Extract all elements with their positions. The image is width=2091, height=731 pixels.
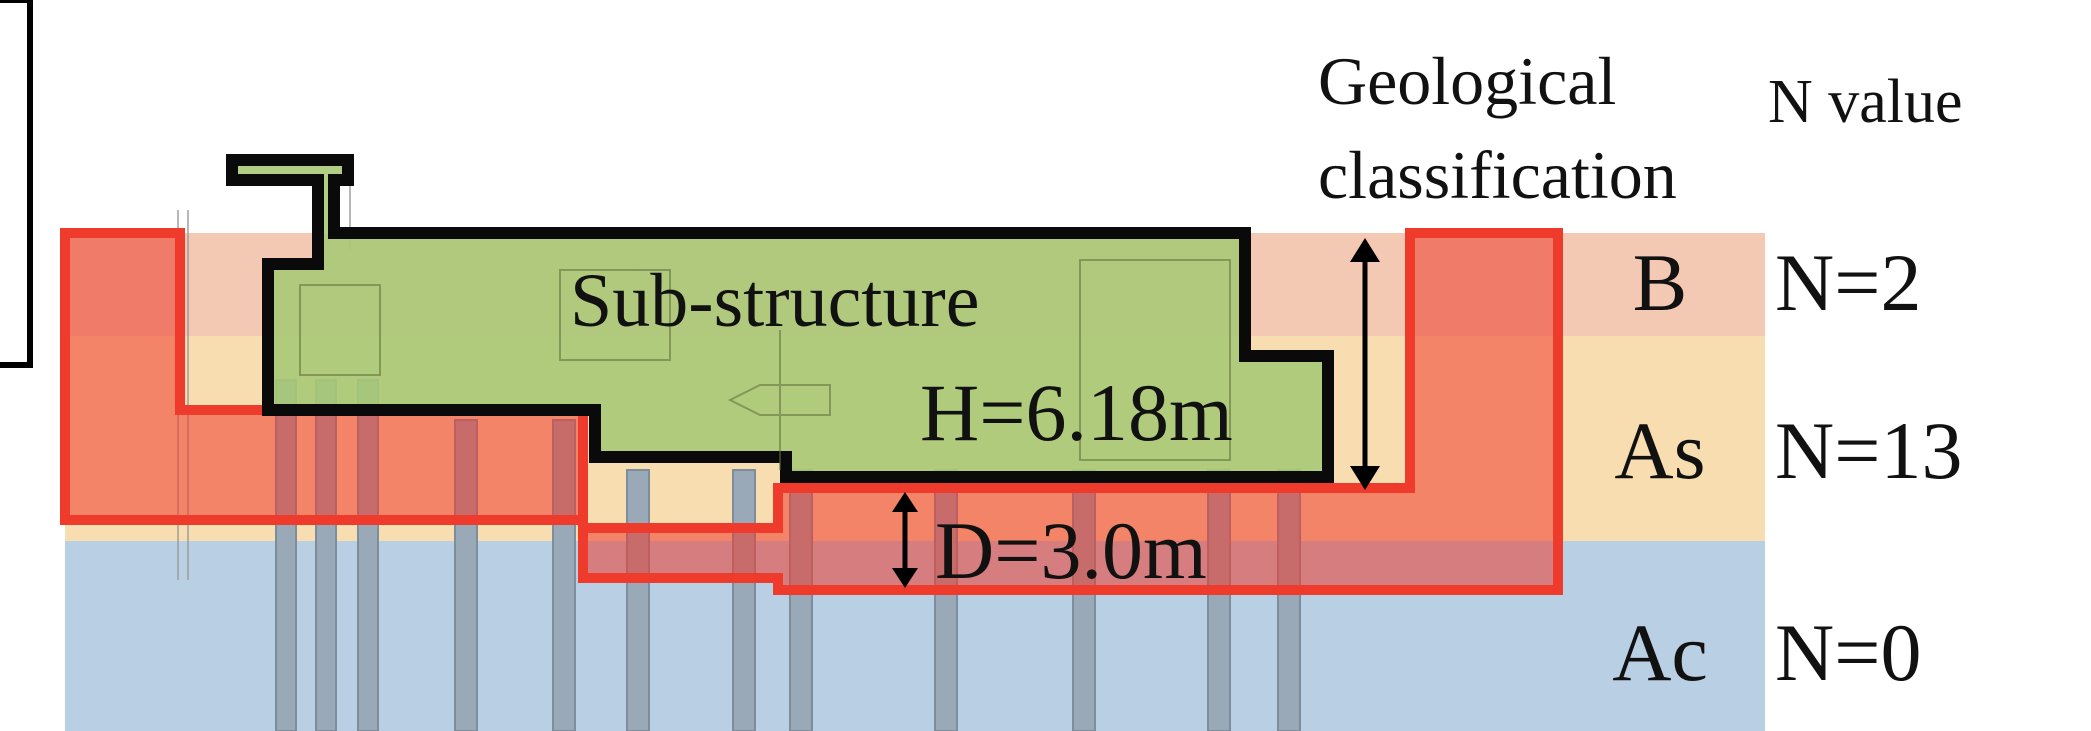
n-value-as: N=13 (1775, 405, 1962, 496)
geology-header-line2: classification (1318, 137, 1677, 213)
substructure-detail (299, 259, 1231, 470)
depth-arrow-bottom (892, 568, 918, 588)
layer-code-b: B (1633, 237, 1688, 328)
sub-structure (226, 154, 1334, 483)
frame-box (0, 0, 33, 368)
height-label: H=6.18m (920, 367, 1233, 458)
n-value-header: N value (1768, 68, 1963, 136)
depth-label: D=3.0m (935, 505, 1207, 596)
pile (626, 469, 650, 731)
dimension-arrows (892, 238, 1380, 588)
layer-code-ac: Ac (1612, 607, 1708, 698)
geology-header-line1: Geological (1318, 43, 1616, 119)
height-arrow-bottom (1350, 466, 1380, 490)
substructure-label: Sub-structure (570, 259, 979, 343)
n-value-b: N=2 (1775, 237, 1921, 328)
pile (732, 469, 756, 731)
layer-code-as: As (1614, 405, 1705, 496)
n-value-ac: N=0 (1775, 607, 1921, 698)
depth-arrow-top (892, 492, 918, 512)
height-arrow-top (1350, 238, 1380, 262)
